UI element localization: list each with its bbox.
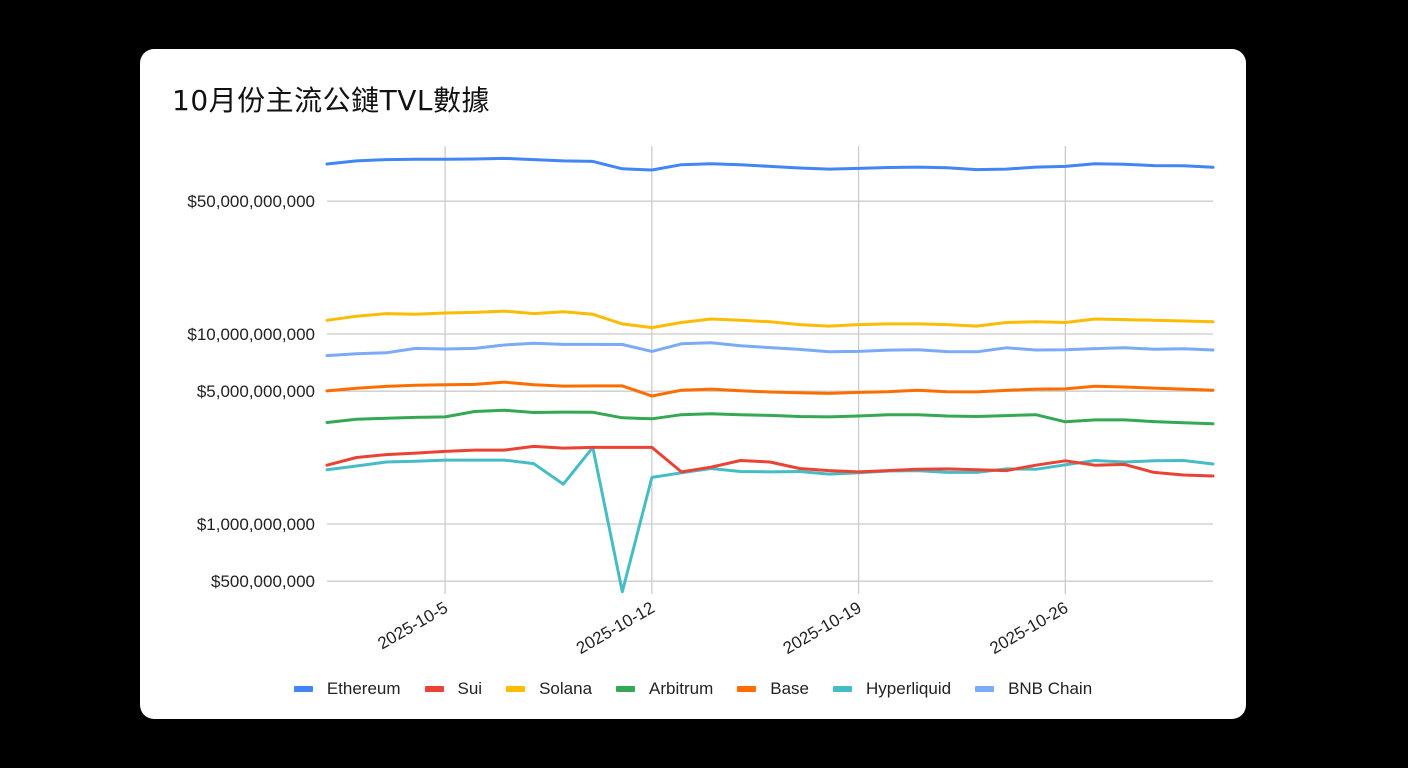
legend-swatch-icon bbox=[424, 686, 444, 692]
legend-swatch-icon bbox=[737, 686, 757, 692]
legend-label: Sui bbox=[457, 679, 483, 698]
legend-swatch-icon bbox=[506, 686, 526, 692]
legend-label: Ethereum bbox=[326, 679, 401, 698]
line-chart-plot: $50,000,000,000 $10,000,000,000 $5,000,000… bbox=[187, 146, 1215, 658]
legend-item-bnb-chain[interactable]: BNB Chain bbox=[975, 679, 1092, 699]
legend-label: BNB Chain bbox=[1008, 679, 1093, 698]
legend-label: Arbitrum bbox=[649, 679, 714, 698]
series-line-sui[interactable] bbox=[325, 444, 1215, 478]
y-axis-tick-label: $10,000,000,000 bbox=[187, 325, 315, 344]
legend-label: Base bbox=[770, 679, 810, 698]
y-axis-tick-label: $1,000,000,000 bbox=[197, 515, 315, 534]
legend-item-arbitrum[interactable]: Arbitrum bbox=[616, 679, 713, 699]
legend-item-ethereum[interactable]: Ethereum bbox=[293, 679, 401, 699]
legend-item-base[interactable]: Base bbox=[737, 679, 809, 699]
x-axis-tick-label: 2025-10-26 bbox=[987, 598, 1072, 658]
y-axis-tick-label: $50,000,000,000 bbox=[187, 192, 315, 211]
legend-item-hyperliquid[interactable]: Hyperliquid bbox=[833, 679, 951, 699]
series-line-bnb-chain[interactable] bbox=[325, 341, 1215, 358]
legend-swatch-icon bbox=[833, 686, 853, 692]
legend-item-sui[interactable]: Sui bbox=[424, 679, 483, 699]
legend-swatch-icon bbox=[975, 686, 995, 692]
x-axis-tick-label: 2025-10-12 bbox=[573, 598, 658, 658]
y-axis-tick-label: $500,000,000 bbox=[211, 572, 315, 591]
chart-legend: Ethereum Sui Solana Arbitrum Base Hyperliquid… bbox=[140, 679, 1246, 699]
chart-title: 10月份主流公鏈TVL數據 bbox=[172, 84, 490, 117]
legend-item-solana[interactable]: Solana bbox=[506, 679, 592, 699]
series-line-hyperliquid[interactable] bbox=[325, 445, 1215, 594]
x-axis-tick-label: 2025-10-5 bbox=[375, 598, 452, 653]
series-line-arbitrum[interactable] bbox=[325, 408, 1215, 426]
chart-card: 10月份主流公鏈TVL數據 $50,000,000,000 $10,000,000… bbox=[140, 49, 1246, 719]
legend-label: Solana bbox=[539, 679, 593, 698]
legend-swatch-icon bbox=[616, 686, 636, 692]
y-axis-tick-label: $5,000,000,000 bbox=[197, 382, 315, 401]
legend-swatch-icon bbox=[293, 686, 313, 692]
series-line-base[interactable] bbox=[325, 380, 1215, 398]
legend-label: Hyperliquid bbox=[866, 679, 952, 698]
series-line-ethereum[interactable] bbox=[325, 156, 1215, 172]
x-axis-tick-label: 2025-10-19 bbox=[780, 598, 865, 658]
series-line-solana[interactable] bbox=[325, 309, 1215, 330]
